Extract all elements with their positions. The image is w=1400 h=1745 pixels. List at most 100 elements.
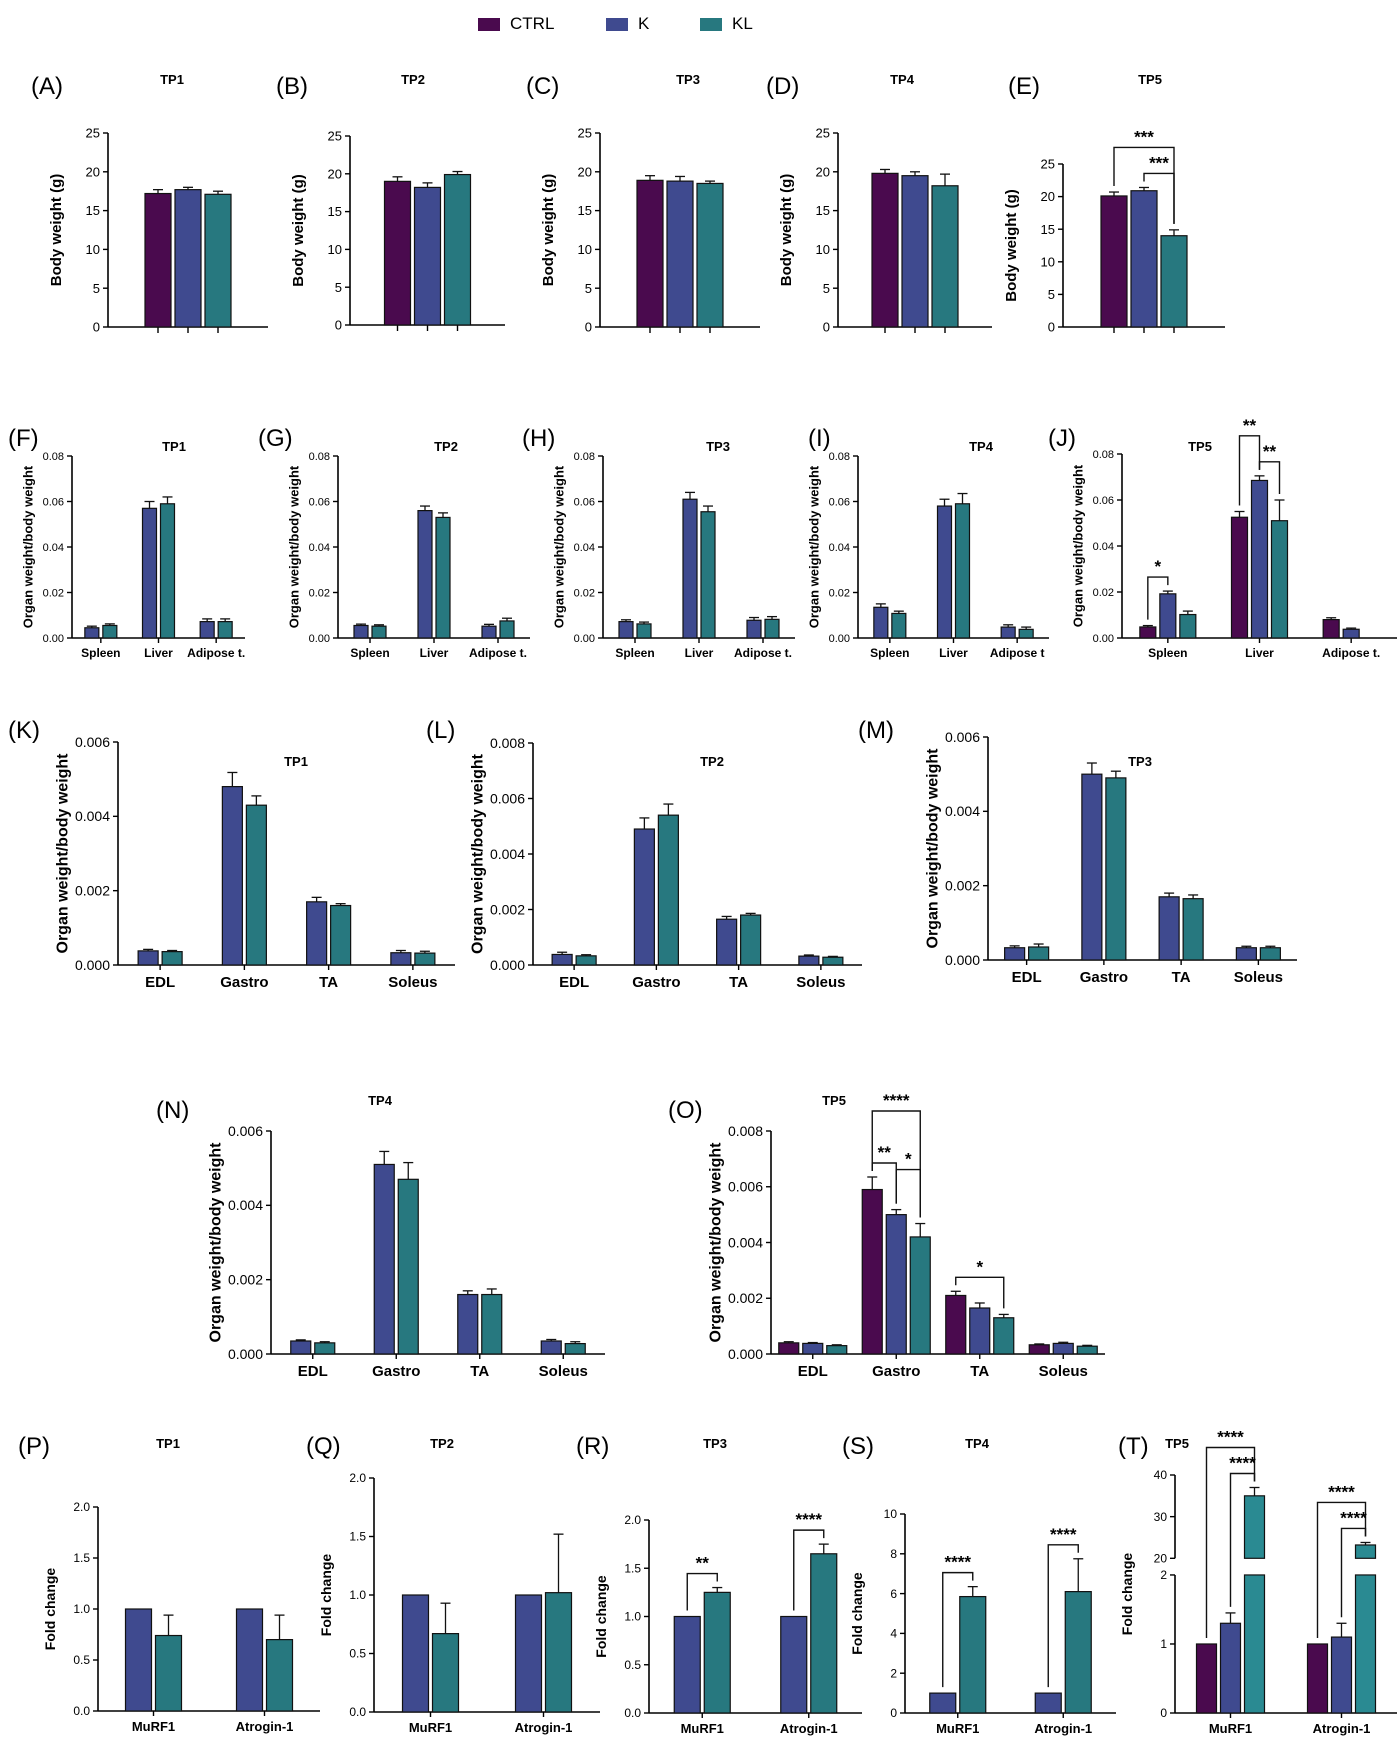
significance-bracket xyxy=(955,1276,1005,1309)
significance-bracket xyxy=(871,1162,897,1204)
bar xyxy=(929,1692,957,1714)
y-tick-label: 0.002 xyxy=(490,901,525,917)
bar xyxy=(1354,1544,1377,1559)
bar xyxy=(481,1293,503,1355)
bar xyxy=(540,1340,562,1355)
bar xyxy=(740,914,762,966)
y-tick-label: 0.06 xyxy=(574,496,595,508)
y-tick-label: 0.08 xyxy=(43,451,64,463)
significance-label: **** xyxy=(883,1091,910,1110)
x-tick-label: Soleus xyxy=(388,974,437,991)
y-tick-label: 0.06 xyxy=(309,496,330,508)
y-tick-label: 0.5 xyxy=(349,1647,366,1661)
y-tick-label: 1.5 xyxy=(624,1561,641,1575)
y-tick-label: 25 xyxy=(86,126,100,141)
bar xyxy=(1179,613,1197,639)
y-tick-label: 0.0 xyxy=(73,1704,90,1718)
x-tick-label: Gastro xyxy=(372,1363,420,1380)
bar xyxy=(371,625,387,639)
y-tick-label: 0.04 xyxy=(43,542,64,554)
y-tick-label: 0.5 xyxy=(624,1658,641,1672)
chart-panel-s: (S) TP4 0 2 4 6 8 10 Fold change MuRF1 Atrogin-1 **… xyxy=(842,1433,1116,1736)
significance-bracket xyxy=(1316,1501,1367,1638)
bar xyxy=(137,950,159,966)
bar xyxy=(1105,777,1127,961)
significance-bracket xyxy=(1047,1544,1079,1688)
y-tick-label: 0.06 xyxy=(43,496,64,508)
y-tick-label: 0 xyxy=(93,320,100,335)
x-tick-label: Atrogin-1 xyxy=(780,1721,838,1736)
y-tick-label: 5 xyxy=(823,281,830,296)
y-tick-label: 25 xyxy=(816,126,830,141)
legend-swatch-k xyxy=(606,17,628,31)
x-tick-label: Spleen xyxy=(1148,646,1187,660)
bar xyxy=(1259,947,1281,961)
chart-title: TP3 xyxy=(676,72,700,87)
legend-swatch-kl xyxy=(700,17,722,31)
bar xyxy=(265,1638,294,1712)
chart-title: TP5 xyxy=(1138,72,1162,87)
bar xyxy=(657,814,679,966)
y-tick-label: 15 xyxy=(86,203,100,218)
chart-title: TP5 xyxy=(822,1093,846,1108)
bar xyxy=(306,901,328,966)
y-tick-label: 0.02 xyxy=(829,587,850,599)
x-tick-label: MuRF1 xyxy=(132,1719,175,1734)
y-tick-label: 1 xyxy=(1160,1637,1167,1651)
y-tick-label: 5 xyxy=(585,281,592,296)
x-tick-label: EDL xyxy=(559,974,589,991)
bar xyxy=(413,186,442,326)
significance-bracket xyxy=(1205,1446,1256,1638)
bar xyxy=(1034,1692,1062,1714)
y-tick-label: 10 xyxy=(816,242,830,257)
y-tick-label: 0.006 xyxy=(228,1123,263,1139)
bar xyxy=(969,1307,991,1355)
x-tick-label: Atrogin-1 xyxy=(1313,1721,1371,1736)
panel-letter: (L) xyxy=(426,717,455,744)
bar xyxy=(1158,896,1180,961)
x-tick-label: TA xyxy=(970,1363,989,1380)
y-tick-label: 0.000 xyxy=(228,1346,263,1362)
chart-panel-q: (Q) TP2 0.0 0.5 1.0 1.5 2.0 Fold change MuRF1 Atr… xyxy=(306,1433,600,1735)
chart-title: TP2 xyxy=(700,754,724,769)
bar xyxy=(457,1293,479,1355)
y-tick-label: 0.08 xyxy=(309,451,330,463)
y-tick-label: 2 xyxy=(890,1666,897,1680)
x-tick-label: MuRF1 xyxy=(681,1721,724,1736)
y-tick-label: 0.08 xyxy=(1093,449,1114,461)
y-tick-label: 5 xyxy=(335,280,342,295)
significance-label: **** xyxy=(945,1553,972,1572)
significance-label: ** xyxy=(696,1554,710,1573)
significance-bracket xyxy=(1229,1472,1256,1607)
bar xyxy=(1322,618,1340,639)
chart-panel-b: (B) TP2 0 5 10 15 20 25 Body weight (g) xyxy=(276,72,505,333)
x-tick-label: Spleen xyxy=(870,646,909,660)
y-axis-label: Fold change xyxy=(593,1575,609,1658)
panel-letter: (S) xyxy=(842,1433,874,1460)
chart-title: TP1 xyxy=(162,439,186,454)
chart-panel-j: (J) TP5 0.00 0.02 0.04 0.06 0.08 Organ weight/b… xyxy=(1048,416,1397,660)
x-tick-label: EDL xyxy=(1012,969,1042,986)
y-tick-label: 15 xyxy=(328,204,342,219)
significance-label: **** xyxy=(1217,1427,1244,1446)
bar xyxy=(636,179,664,328)
significance-label: **** xyxy=(1050,1525,1077,1544)
bar xyxy=(826,1345,848,1355)
panel-letter: (R) xyxy=(576,1433,609,1460)
chart-title: TP1 xyxy=(156,1436,180,1451)
y-tick-label: 0.04 xyxy=(574,542,595,554)
y-tick-label: 20 xyxy=(578,164,592,179)
significance-bracket xyxy=(895,1168,921,1218)
y-tick-label: 25 xyxy=(1041,157,1055,172)
chart-title: TP1 xyxy=(160,72,184,87)
y-tick-label: 0 xyxy=(823,320,830,335)
bar xyxy=(383,180,412,326)
x-tick-label: MuRF1 xyxy=(936,1721,979,1736)
significance-bracket xyxy=(1143,172,1175,224)
y-tick-label: 20 xyxy=(816,164,830,179)
y-tick-label: 0.002 xyxy=(945,878,980,894)
bar xyxy=(1160,235,1188,328)
bar xyxy=(1182,898,1204,961)
chart-title: TP4 xyxy=(965,1436,990,1451)
